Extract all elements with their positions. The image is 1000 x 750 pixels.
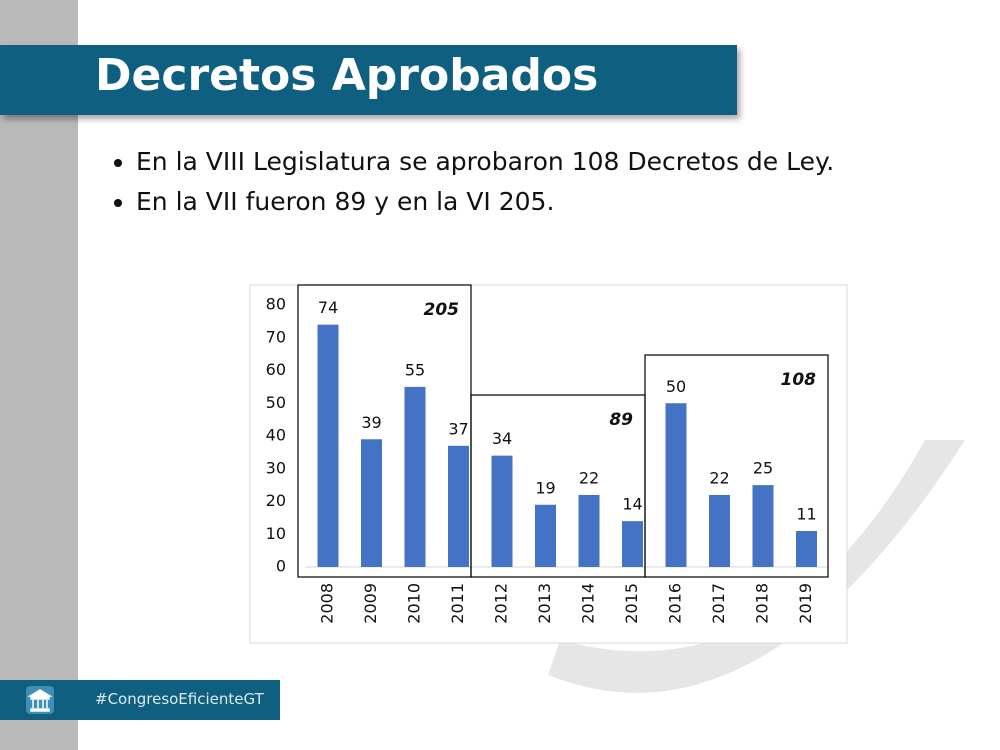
- x-tick-label: 2015: [622, 583, 641, 624]
- bar: [317, 324, 339, 567]
- slide-title: Decretos Aprobados: [95, 50, 599, 101]
- bar: [361, 439, 382, 567]
- x-tick-label: 2016: [666, 583, 685, 624]
- chart-frame: [249, 284, 848, 644]
- bar: [622, 521, 643, 567]
- value-label: 11: [796, 504, 816, 523]
- group-total: 89: [609, 410, 633, 430]
- y-tick-label: 20: [266, 491, 286, 510]
- x-tick-label: 2018: [753, 583, 772, 624]
- value-label: 34: [492, 429, 512, 448]
- bullet: En la VII fueron 89 y en la VI 205.: [136, 182, 896, 222]
- x-tick-label: 2009: [361, 583, 380, 624]
- bar: [448, 445, 469, 567]
- bar: [752, 485, 774, 567]
- group-total: 108: [781, 370, 817, 390]
- y-tick-label: 80: [266, 295, 286, 314]
- hashtag: #CongresoEficienteGT: [95, 690, 264, 708]
- value-label: 55: [405, 360, 425, 379]
- y-tick-label: 10: [266, 524, 286, 543]
- value-label: 50: [666, 377, 686, 396]
- bar: [578, 494, 600, 567]
- value-label: 37: [448, 419, 468, 438]
- bullet-list: En la VIII Legislatura se aprobaron 108 …: [100, 142, 896, 222]
- x-tick-label: 2008: [318, 583, 337, 624]
- x-tick-label: 2010: [405, 583, 424, 624]
- y-tick-label: 0: [276, 557, 286, 576]
- value-label: 22: [709, 468, 729, 487]
- bar: [709, 494, 730, 567]
- logo: [26, 686, 54, 714]
- y-tick-label: 40: [266, 426, 286, 445]
- value-label: 22: [579, 468, 599, 487]
- x-tick-label: 2011: [448, 583, 467, 624]
- group-box: [644, 354, 829, 578]
- y-tick-label: 50: [266, 393, 286, 412]
- x-tick-label: 2014: [579, 583, 598, 624]
- footer-band: [0, 680, 280, 720]
- bar: [796, 530, 817, 567]
- side-strip: [0, 0, 78, 750]
- bullet: En la VIII Legislatura se aprobaron 108 …: [136, 142, 896, 182]
- y-tick-label: 30: [266, 458, 286, 477]
- y-tick-label: 70: [266, 327, 286, 346]
- bar: [491, 455, 513, 567]
- group-total: 205: [424, 300, 460, 320]
- value-label: 19: [535, 478, 555, 497]
- value-label: 25: [753, 459, 773, 478]
- value-label: 14: [622, 495, 642, 514]
- bar: [404, 386, 426, 567]
- title-banner: [0, 45, 737, 115]
- y-tick-label: 60: [266, 360, 286, 379]
- value-label: 74: [318, 298, 338, 317]
- x-tick-label: 2013: [535, 583, 554, 624]
- x-tick-label: 2017: [709, 583, 728, 624]
- value-label: 39: [361, 413, 381, 432]
- x-tick-label: 2012: [492, 583, 511, 624]
- bar: [535, 504, 556, 567]
- bar: [665, 403, 687, 567]
- x-tick-label: 2019: [796, 583, 815, 624]
